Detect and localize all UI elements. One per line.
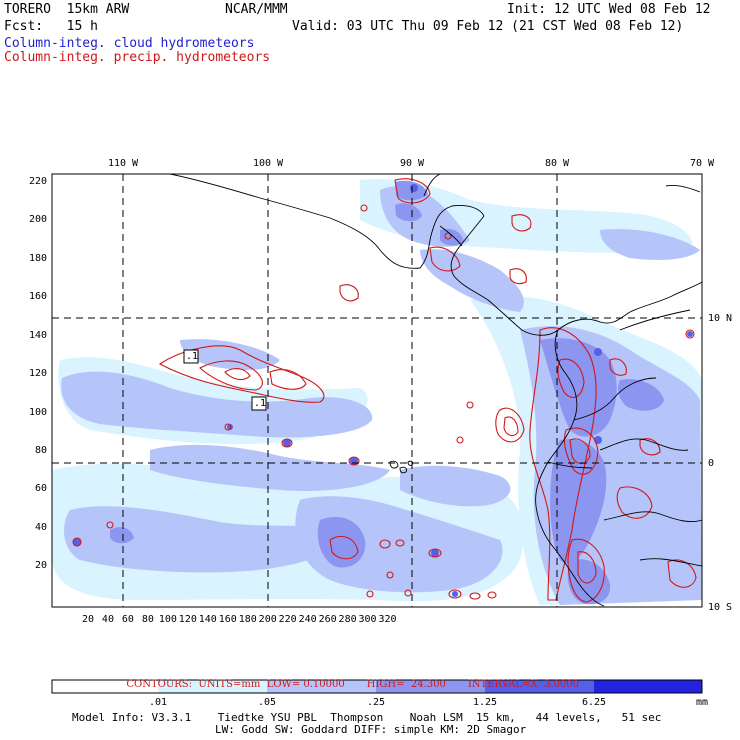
lat-lon-grid xyxy=(52,174,702,607)
grid-y-label: 220 xyxy=(28,176,47,187)
lat-label: 10 S xyxy=(708,602,733,613)
grid-x-label: 200 xyxy=(258,614,277,625)
lat-label: 0 xyxy=(708,458,715,469)
field-cloud-title: Column-integ. cloud hydrometeors xyxy=(4,36,255,51)
lat-label: 10 N xyxy=(708,313,733,324)
grid-y-label: 100 xyxy=(28,407,47,418)
grid-x-label: 220 xyxy=(278,614,297,625)
lon-label: 90 W xyxy=(399,158,425,169)
contours-units: CONTOURS: UNITS=mm LOW= 0.10000 xyxy=(126,679,345,690)
contour-box-label: .1 xyxy=(254,398,267,409)
grid-y-label: 200 xyxy=(28,214,47,225)
grid-y-label: 20 xyxy=(34,560,47,571)
grid-x-label: 260 xyxy=(318,614,337,625)
precip-contours xyxy=(72,178,697,603)
run-name: TORERO 15km ARW xyxy=(4,2,130,17)
colorbar-tick-label: 1.25 xyxy=(472,697,498,708)
grid-y-label: 140 xyxy=(28,330,47,341)
cloud-field xyxy=(52,179,702,605)
init-time: Init: 12 UTC Wed 08 Feb 12 xyxy=(507,2,711,17)
lon-label: 80 W xyxy=(544,158,570,169)
grid-y-label: 60 xyxy=(34,483,47,494)
grid-x-label: 140 xyxy=(198,614,217,625)
grid-x-label: 180 xyxy=(238,614,257,625)
grid-x-label: 80 xyxy=(141,614,154,625)
org-label: NCAR/MMM xyxy=(225,2,288,17)
colorbar-tick-label: 6.25 xyxy=(581,697,607,708)
model-info-line1: Model Info: V3.3.1 Tiedtke YSU PBL Thomp… xyxy=(72,711,662,724)
grid-x-label: 240 xyxy=(298,614,317,625)
lon-label: 100 W xyxy=(252,158,284,169)
contour-label-boxes xyxy=(183,349,267,411)
colorbar-tick-label: .25 xyxy=(366,697,386,708)
contour-box-label: .1 xyxy=(186,351,199,362)
colorbar-unit: mm xyxy=(695,697,709,708)
colorbar-tick-label: .01 xyxy=(148,697,168,708)
model-info-line2: LW: Godd SW: Goddard DIFF: simple KM: 2D… xyxy=(215,723,527,736)
contours-interval: INTERVAL=X 3.0000 xyxy=(467,679,579,690)
grid-x-label: 320 xyxy=(378,614,397,625)
grid-y-label: 180 xyxy=(28,253,47,264)
map-frame xyxy=(51,173,703,608)
contours-info: CONTOURS: UNITS=mm LOW= 0.10000 HIGH= 24.… xyxy=(120,668,601,690)
grid-x-label: 20 xyxy=(81,614,95,625)
grid-x-label: 60 xyxy=(121,614,134,625)
grid-y-label: 80 xyxy=(34,445,47,456)
grid-x-label: 280 xyxy=(338,614,357,625)
grid-x-label: 160 xyxy=(218,614,237,625)
grid-y-label: 40 xyxy=(34,522,47,533)
grid-x-label: 100 xyxy=(158,614,177,625)
grid-x-label: 40 xyxy=(101,614,114,625)
colorbar xyxy=(51,679,703,694)
contours-high: HIGH= 24.300 xyxy=(366,679,446,690)
grid-y-label: 120 xyxy=(28,368,47,379)
grid-x-label: 120 xyxy=(178,614,197,625)
grid-y-label: 160 xyxy=(28,291,47,302)
field-precip-title: Column-integ. precip. hydrometeors xyxy=(4,50,271,65)
lon-label: 110 W xyxy=(107,158,139,169)
coastlines xyxy=(169,174,702,607)
valid-time: Valid: 03 UTC Thu 09 Feb 12 (21 CST Wed … xyxy=(292,19,684,34)
lon-label: 70 W xyxy=(689,158,715,169)
grid-x-label: 300 xyxy=(358,614,377,625)
colorbar-tick-label: .05 xyxy=(257,697,277,708)
forecast-hour: Fcst: 15 h xyxy=(4,19,98,34)
